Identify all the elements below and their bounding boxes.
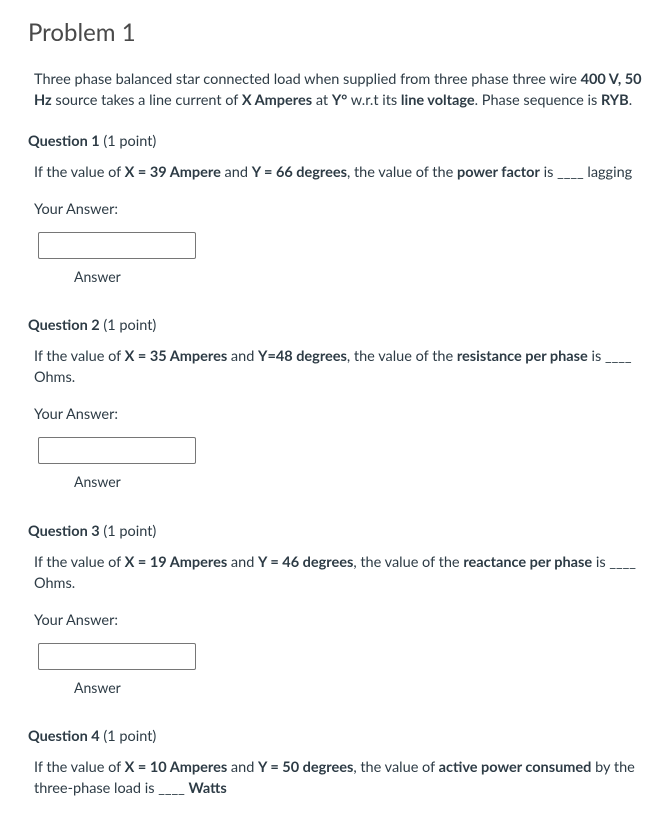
problem-stem: Three phase balanced star connected load… <box>34 69 642 111</box>
question-points: (1 point) <box>100 133 157 150</box>
question-points: (1 point) <box>100 523 157 540</box>
qtext: , the value of the <box>347 164 457 181</box>
qtext-bold: Y=48 degrees <box>258 348 347 365</box>
your-answer-label: Your Answer: <box>34 404 642 425</box>
question-2: Question 2 (1 point) If the value of X =… <box>28 315 642 492</box>
qtext-bold: resistance per phase <box>457 348 588 365</box>
qtext: If the value of <box>34 759 125 776</box>
qtext-bold: Watts <box>189 780 227 797</box>
qtext-bold: X = 39 Ampere <box>125 164 221 181</box>
problem-title: Problem 1 <box>28 16 642 51</box>
qtext: is ____ lagging <box>540 164 632 181</box>
question-text: If the value of X = 10 Amperes and Y = 5… <box>34 757 642 799</box>
qtext-bold: power factor <box>457 164 540 181</box>
stem-bold: line voltage <box>401 92 475 109</box>
question-number: Question 3 <box>28 523 100 540</box>
qtext-bold: active power consumed <box>439 759 592 776</box>
stem-text: Three phase balanced star connected load… <box>34 71 581 88</box>
stem-text: . Phase sequence is <box>475 92 601 109</box>
qtext: and <box>221 164 252 181</box>
stem-text: source takes a line current of <box>52 92 242 109</box>
qtext-bold: X = 35 Amperes <box>125 348 228 365</box>
qtext-bold: Y = 46 degrees <box>258 554 353 571</box>
question-number: Question 1 <box>28 133 100 150</box>
question-title: Question 4 (1 point) <box>28 726 642 747</box>
question-4: Question 4 (1 point) If the value of X =… <box>28 726 642 799</box>
qtext: and <box>227 348 258 365</box>
answer-caption: Answer <box>74 472 642 492</box>
stem-bold: RYB <box>601 92 629 109</box>
question-title: Question 2 (1 point) <box>28 315 642 336</box>
qtext: , the value of the <box>353 554 463 571</box>
answer-input-q3[interactable] <box>38 643 196 670</box>
qtext-bold: reactance per phase <box>463 554 592 571</box>
question-points: (1 point) <box>100 728 157 745</box>
stem-text: at <box>312 92 332 109</box>
question-text: If the value of X = 35 Amperes and Y=48 … <box>34 346 642 388</box>
your-answer-label: Your Answer: <box>34 199 642 220</box>
your-answer-label: Your Answer: <box>34 610 642 631</box>
qtext: and <box>227 759 258 776</box>
question-points: (1 point) <box>100 317 157 334</box>
stem-bold: Y° <box>332 92 347 109</box>
qtext: , the value of <box>353 759 438 776</box>
question-number: Question 2 <box>28 317 100 334</box>
answer-caption: Answer <box>74 267 642 287</box>
question-title: Question 1 (1 point) <box>28 131 642 152</box>
question-3: Question 3 (1 point) If the value of X =… <box>28 521 642 698</box>
qtext-bold: X = 10 Amperes <box>125 759 228 776</box>
stem-text: w.r.t its <box>347 92 401 109</box>
qtext: If the value of <box>34 164 125 181</box>
qtext: If the value of <box>34 348 125 365</box>
qtext: and <box>227 554 258 571</box>
answer-input-q2[interactable] <box>38 437 196 464</box>
question-title: Question 3 (1 point) <box>28 521 642 542</box>
qtext: If the value of <box>34 554 125 571</box>
question-text: If the value of X = 39 Ampere and Y = 66… <box>34 162 642 183</box>
answer-input-q1[interactable] <box>38 232 196 259</box>
stem-text: . <box>629 92 632 109</box>
qtext-bold: X = 19 Amperes <box>125 554 228 571</box>
question-number: Question 4 <box>28 728 100 745</box>
answer-caption: Answer <box>74 678 642 698</box>
qtext-bold: Y = 50 degrees <box>258 759 353 776</box>
qtext-bold: Y = 66 degrees <box>252 164 347 181</box>
qtext: , the value of the <box>347 348 457 365</box>
question-text: If the value of X = 19 Amperes and Y = 4… <box>34 552 642 594</box>
question-1: Question 1 (1 point) If the value of X =… <box>28 131 642 287</box>
stem-bold: X Amperes <box>242 92 312 109</box>
